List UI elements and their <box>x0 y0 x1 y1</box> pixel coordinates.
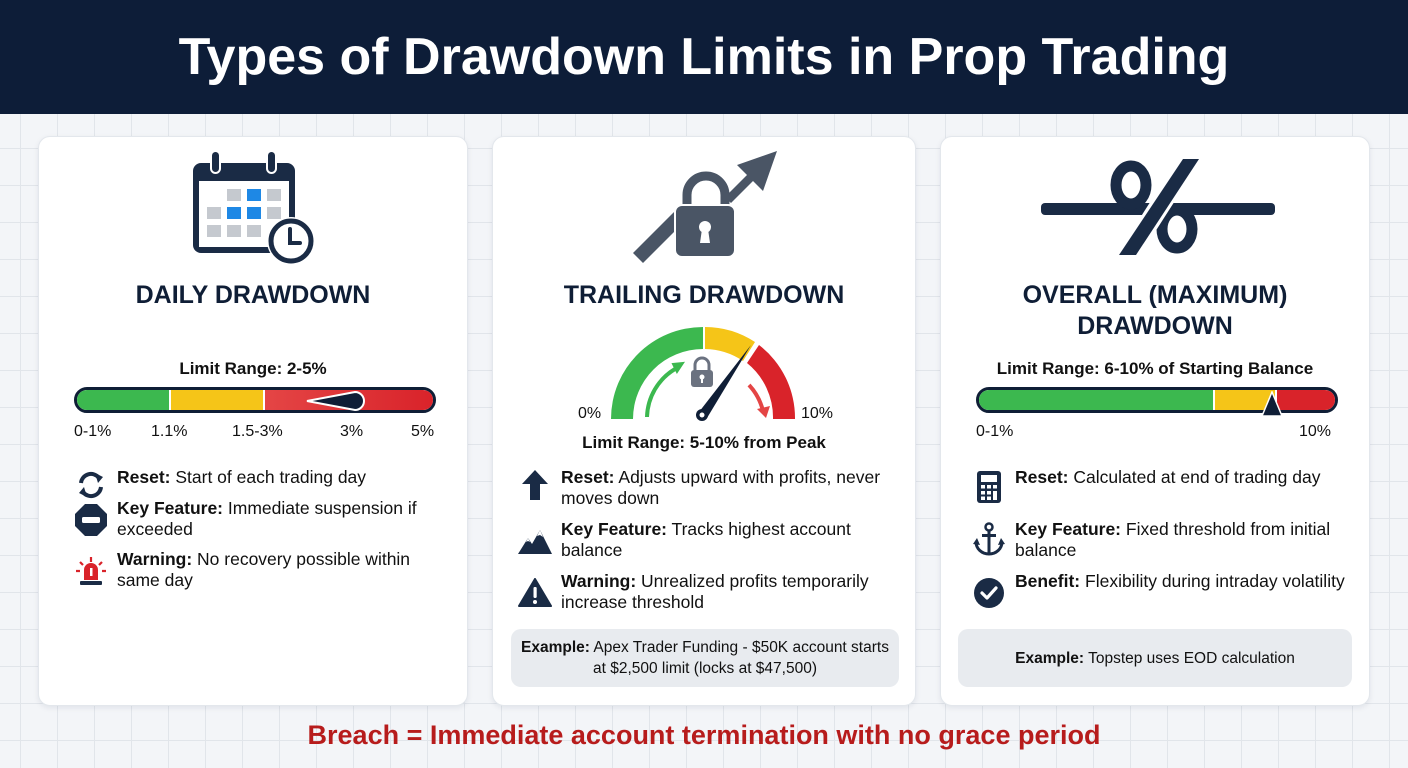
needle-pointer-icon <box>306 390 365 412</box>
gauge-max-label: 10% <box>801 405 834 422</box>
feature-item: Reset: Calculated at end of trading day <box>971 467 1351 505</box>
feature-item: Reset: Adjusts upward with profits, neve… <box>517 467 897 509</box>
daily-range-bar <box>74 387 436 413</box>
breach-warning-footer: Breach = Immediate account termination w… <box>307 720 1101 750</box>
bar-tick: 1.5-3% <box>232 423 283 440</box>
anchor-icon <box>971 521 1007 557</box>
feature-item: Key Feature: Tracks highest account bala… <box>517 519 897 561</box>
card-title: OVERALL (MAXIMUM) DRAWDOWN <box>1022 281 1288 340</box>
bar-tick: 0-1% <box>74 423 112 440</box>
threshold-marker-icon <box>1261 391 1283 417</box>
trailing-gauge <box>603 321 803 426</box>
refresh-icon <box>73 467 109 503</box>
bar-tick: 5% <box>411 423 435 440</box>
bar-tick: 1.1% <box>151 423 188 440</box>
feature-item: Reset: Start of each trading day <box>73 467 453 503</box>
limit-range-label: Limit Range: 6-10% of Starting Balance <box>996 359 1314 378</box>
siren-alarm-icon <box>73 553 109 589</box>
limit-range-label: Limit Range: 2-5% <box>179 359 327 378</box>
bar-segment-yellow <box>169 390 263 410</box>
stop-sign-icon <box>73 502 109 538</box>
bar-tick: 0-1% <box>976 423 1014 440</box>
percent-line-icon <box>1039 157 1275 264</box>
example-box: Example: Topstep uses EOD calculation <box>958 629 1352 687</box>
calculator-icon <box>971 469 1007 505</box>
limit-range-label: Limit Range: 5-10% from Peak <box>582 433 826 452</box>
check-circle-icon <box>971 575 1007 611</box>
warning-triangle-icon <box>517 575 553 611</box>
bar-tick: 3% <box>340 423 364 440</box>
gauge-min-label: 0% <box>578 405 602 422</box>
card-trailing-drawdown: TRAILING DRAWDOWN 0% 10% Limit Range: 5-… <box>492 136 916 706</box>
bar-segment-green <box>979 390 1213 410</box>
mountain-peak-icon <box>517 523 553 559</box>
bar-tick: 10% <box>1299 423 1332 440</box>
bar-segment-red <box>1275 390 1335 410</box>
card-title: TRAILING DRAWDOWN <box>563 281 845 309</box>
card-daily-drawdown: DAILY DRAWDOWN Limit Range: 2-5% 0-1% 1.… <box>38 136 468 706</box>
arrow-up-icon <box>517 467 553 503</box>
feature-item: Benefit: Flexibility during intraday vol… <box>971 571 1351 611</box>
card-overall-drawdown: OVERALL (MAXIMUM) DRAWDOWN Limit Range: … <box>940 136 1370 706</box>
calendar-clock-icon <box>189 150 319 274</box>
feature-item: Key Feature: Immediate suspension if exc… <box>73 498 453 540</box>
feature-item: Key Feature: Fixed threshold from initia… <box>971 519 1351 561</box>
page-title: Types of Drawdown Limits in Prop Trading <box>178 28 1230 86</box>
header-banner: Types of Drawdown Limits in Prop Trading <box>0 0 1408 114</box>
feature-item: Warning: Unrealized profits temporarily … <box>517 571 897 613</box>
lock-trend-arrow-icon <box>629 149 781 274</box>
bar-segment-green <box>77 390 169 410</box>
bar-segment-yellow <box>1213 390 1275 410</box>
feature-item: Warning: No recovery possible within sam… <box>73 549 453 591</box>
overall-range-bar <box>976 387 1338 413</box>
card-title: DAILY DRAWDOWN <box>135 281 371 309</box>
example-box: Example: Apex Trader Funding - $50K acco… <box>511 629 899 687</box>
